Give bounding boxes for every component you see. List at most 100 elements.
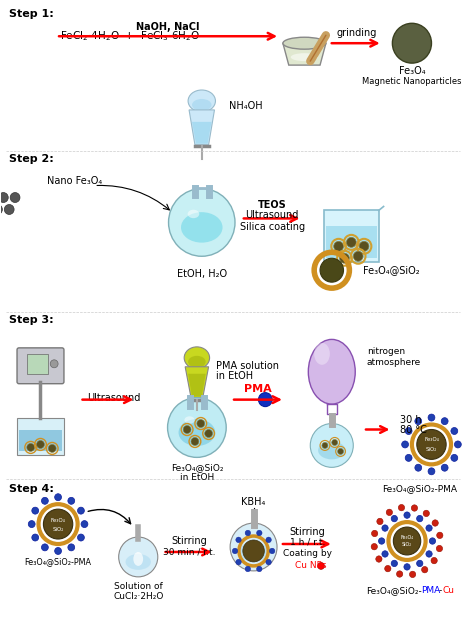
Text: 30 min / r.t.: 30 min / r.t. (163, 548, 215, 557)
Text: Step 3:: Step 3: (9, 315, 54, 325)
Circle shape (392, 23, 431, 63)
Circle shape (256, 566, 262, 572)
Text: PMA: PMA (421, 586, 440, 595)
Circle shape (391, 560, 398, 567)
Circle shape (78, 507, 84, 514)
Circle shape (379, 538, 385, 544)
Circle shape (432, 520, 438, 526)
Text: Nano Fe₃O₄: Nano Fe₃O₄ (47, 176, 102, 186)
Text: in EtOH: in EtOH (217, 371, 254, 381)
Ellipse shape (192, 99, 211, 111)
Bar (326, 226, 377, 258)
Text: Fe₃O₄@SiO₂: Fe₃O₄@SiO₂ (363, 265, 419, 275)
Circle shape (230, 523, 277, 571)
Text: 1 h / r.t.: 1 h / r.t. (290, 538, 325, 547)
Circle shape (32, 507, 39, 514)
Circle shape (322, 443, 328, 448)
Text: KBH₄: KBH₄ (241, 497, 266, 507)
Circle shape (451, 455, 458, 462)
Circle shape (436, 545, 443, 552)
Circle shape (405, 427, 412, 434)
Circle shape (318, 562, 324, 569)
Circle shape (4, 205, 14, 214)
Text: Ultrasound: Ultrasound (246, 210, 299, 221)
Circle shape (266, 537, 271, 543)
Circle shape (32, 534, 39, 541)
Circle shape (417, 560, 423, 567)
Circle shape (0, 193, 8, 202)
Circle shape (441, 464, 448, 471)
Circle shape (417, 515, 423, 522)
Circle shape (441, 418, 448, 425)
Circle shape (191, 437, 199, 446)
Circle shape (415, 418, 422, 425)
Circle shape (10, 193, 20, 202)
Polygon shape (188, 374, 206, 397)
Ellipse shape (184, 347, 210, 369)
Bar (19, 429, 62, 451)
Text: 30 h: 30 h (400, 415, 422, 425)
Text: Step 4:: Step 4: (9, 484, 54, 495)
Text: Fe₃O₄@SiO₂-: Fe₃O₄@SiO₂- (366, 586, 422, 595)
Circle shape (353, 251, 363, 261)
Circle shape (393, 527, 421, 555)
Ellipse shape (291, 53, 318, 61)
Circle shape (266, 559, 271, 565)
Circle shape (269, 548, 275, 553)
Text: Ultrasound: Ultrasound (87, 392, 141, 403)
Circle shape (44, 509, 73, 539)
Text: Magnetic Nanoparticles: Magnetic Nanoparticles (362, 77, 462, 86)
Text: in EtOH: in EtOH (180, 473, 214, 482)
Circle shape (81, 521, 88, 527)
Ellipse shape (184, 417, 195, 424)
Circle shape (245, 566, 251, 572)
Circle shape (236, 559, 241, 565)
Circle shape (36, 441, 45, 448)
Ellipse shape (283, 37, 326, 49)
Text: CuCl₂·2H₂O: CuCl₂·2H₂O (113, 592, 164, 601)
Text: NH₄OH: NH₄OH (229, 101, 263, 111)
Circle shape (337, 448, 344, 455)
Circle shape (245, 530, 251, 536)
Circle shape (68, 544, 75, 551)
Polygon shape (192, 122, 211, 144)
Circle shape (258, 392, 272, 406)
Text: SiO₂: SiO₂ (426, 447, 437, 452)
Text: Stirring: Stirring (171, 536, 207, 546)
Text: Fe₃O₄: Fe₃O₄ (51, 517, 65, 522)
Circle shape (168, 398, 226, 457)
Circle shape (376, 556, 382, 562)
Circle shape (27, 443, 35, 451)
Circle shape (372, 530, 378, 536)
Circle shape (236, 537, 241, 543)
Circle shape (385, 566, 391, 572)
Circle shape (320, 258, 344, 282)
Text: TEOS: TEOS (258, 200, 286, 210)
Circle shape (28, 521, 35, 527)
Circle shape (401, 441, 409, 448)
Circle shape (421, 567, 428, 573)
Circle shape (415, 464, 422, 471)
Text: Solution of: Solution of (114, 582, 163, 592)
Text: Coating by: Coating by (283, 550, 332, 559)
Text: Cu NPs: Cu NPs (295, 561, 326, 571)
Text: SiO₂: SiO₂ (402, 543, 412, 548)
Polygon shape (185, 367, 209, 398)
Circle shape (339, 253, 349, 263)
Circle shape (0, 205, 2, 214)
Circle shape (455, 441, 461, 448)
Circle shape (243, 540, 264, 562)
Ellipse shape (188, 210, 199, 218)
Text: nitrogen
atmosphere: nitrogen atmosphere (367, 347, 421, 366)
Polygon shape (283, 43, 326, 65)
Circle shape (411, 505, 418, 511)
Circle shape (256, 530, 262, 536)
Ellipse shape (126, 554, 151, 570)
Circle shape (55, 548, 62, 555)
Text: Fe₃O₄: Fe₃O₄ (424, 437, 439, 442)
Circle shape (118, 537, 158, 577)
Circle shape (55, 494, 62, 501)
Circle shape (405, 455, 412, 462)
Circle shape (183, 425, 191, 434)
Circle shape (371, 543, 377, 550)
